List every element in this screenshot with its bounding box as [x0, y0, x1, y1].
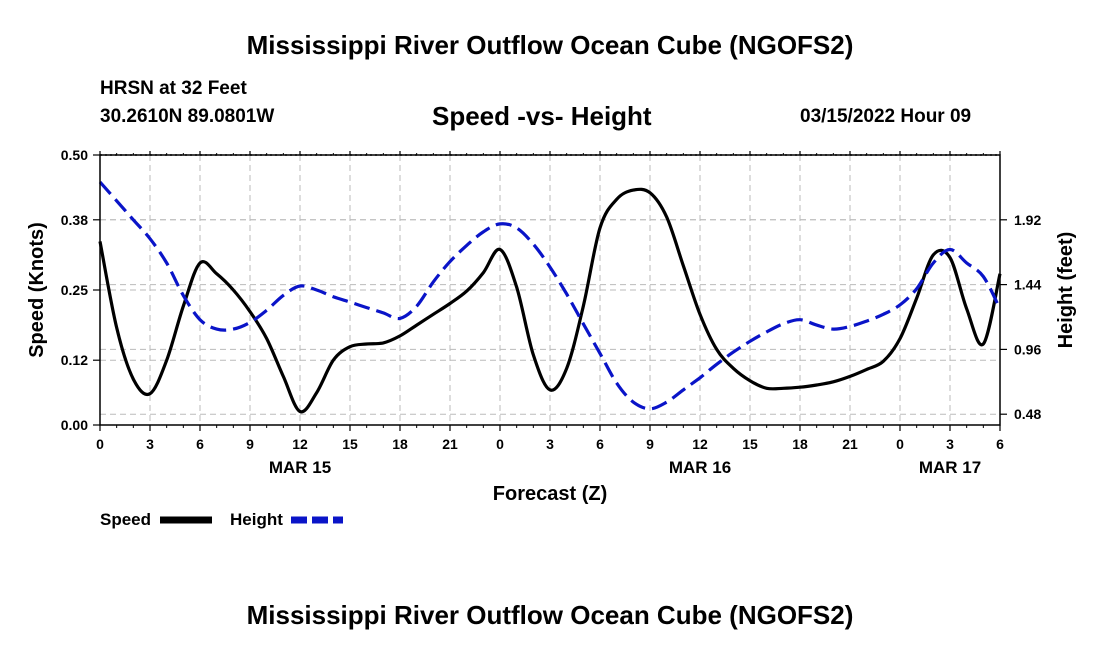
legend-label-height: Height: [230, 510, 283, 529]
y-tick-label: 0.50: [61, 147, 88, 163]
x-tick-label: 6: [596, 436, 604, 452]
series-layer: [98, 180, 1002, 414]
y-tick-label: 0.12: [61, 352, 88, 368]
day-label: MAR 15: [269, 458, 331, 477]
forecast-date: 03/15/2022 Hour 09: [800, 106, 972, 127]
legend: Speed Height: [100, 510, 343, 529]
x-tick-label: 0: [96, 436, 104, 452]
x-tick-label: 9: [646, 436, 654, 452]
y2-tick-label: 1.44: [1014, 277, 1041, 293]
x-tick-label: 3: [546, 436, 554, 452]
chart-subtitle: Speed -vs- Height: [432, 101, 652, 131]
y-tick-label: 0.25: [61, 282, 88, 298]
speed-series-line: [98, 187, 1002, 414]
x-tick-label: 21: [842, 436, 858, 452]
y2-tick-label: 0.48: [1014, 406, 1041, 422]
x-tick-label: 15: [742, 436, 758, 452]
y2-tick-label: 1.92: [1014, 212, 1041, 228]
x-tick-label: 12: [692, 436, 708, 452]
chart-title: Mississippi River Outflow Ocean Cube (NG…: [246, 30, 854, 60]
y2-tick-label: 0.96: [1014, 341, 1041, 357]
x-tick-label: 12: [292, 436, 308, 452]
x-tick-label: 3: [146, 436, 154, 452]
x-tick-label: 9: [246, 436, 254, 452]
y-axis-label: Speed (Knots): [26, 222, 48, 358]
station-name: HRSN at 32 Feet: [100, 78, 247, 99]
grid: [100, 154, 1000, 425]
x-tick-label: 0: [896, 436, 904, 452]
y-tick-label: 0.00: [61, 417, 88, 433]
x-tick-label: 15: [342, 436, 358, 452]
day-label: MAR 16: [669, 458, 731, 477]
footer-title: Mississippi River Outflow Ocean Cube (NG…: [246, 600, 854, 630]
station-coordinates: 30.2610N 89.0801W: [100, 106, 275, 127]
y-tick-label: 0.38: [61, 212, 88, 228]
x-tick-label: 21: [442, 436, 458, 452]
axes: 0 3 6 9 12 15 18 21 0 3 6 9 12 15 18 21 0 3 6 MAR 15 MAR 16 M…: [61, 147, 1042, 477]
x-tick-label: 18: [392, 436, 408, 452]
x-tick-label: 18: [792, 436, 808, 452]
x-tick-label: 0: [496, 436, 504, 452]
x-tick-label: 3: [946, 436, 954, 452]
x-axis-label: Forecast (Z): [493, 483, 607, 505]
legend-label-speed: Speed: [100, 510, 151, 529]
x-tick-label: 6: [196, 436, 204, 452]
x-tick-label: 6: [996, 436, 1004, 452]
day-label: MAR 17: [919, 458, 981, 477]
height-series-line: [98, 180, 1002, 411]
y2-axis-label: Height (feet): [1055, 232, 1077, 349]
